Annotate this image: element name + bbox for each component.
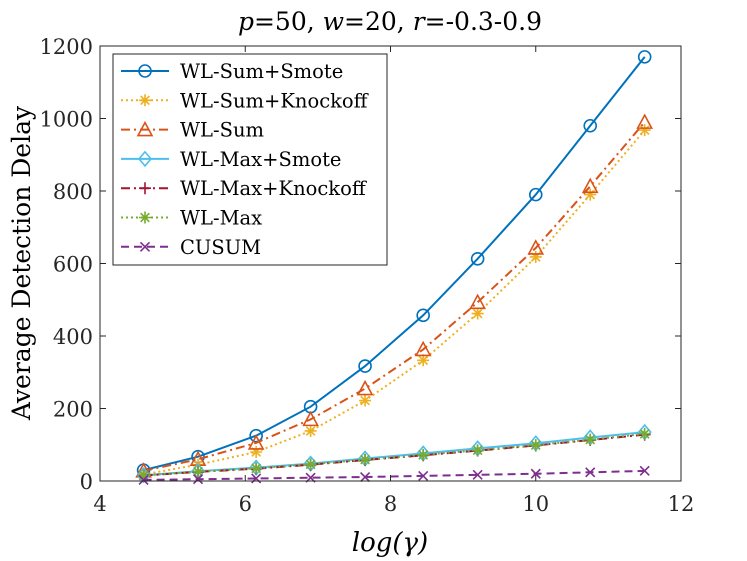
legend-item: WL-Sum+Smote	[121, 60, 343, 83]
data-point	[417, 354, 430, 367]
legend-marker	[139, 94, 151, 107]
data-point	[359, 453, 372, 466]
y-tick-label: 800	[53, 180, 93, 204]
legend: WL-Sum+Smote WL-Sum+Knockoff WL-Sum WL-Max+…	[112, 53, 388, 266]
data-point	[530, 468, 541, 479]
series-cusum	[138, 465, 650, 485]
data-point	[304, 424, 317, 437]
chart-title: p=50, w=20, r=-0.3-0.9	[238, 7, 542, 36]
data-point	[472, 469, 483, 480]
data-point	[302, 410, 319, 427]
legend-item: CUSUM	[121, 236, 261, 259]
data-point	[470, 251, 485, 266]
series-line	[143, 432, 645, 477]
series-wl-max	[137, 427, 651, 482]
legend-label: WL-Max+Knockoff	[180, 177, 368, 200]
legend-label: WL-Sum+Knockoff	[180, 89, 370, 112]
y-tick-label: 1200	[40, 35, 93, 59]
x-tick-label: 12	[668, 492, 695, 516]
data-point	[414, 340, 432, 357]
data-point	[192, 465, 205, 478]
y-tick-label: 1000	[40, 108, 93, 132]
data-point	[249, 428, 263, 443]
data-point	[358, 359, 372, 373]
series-wl-sum	[135, 113, 654, 478]
data-point	[250, 446, 263, 458]
data-point	[581, 177, 599, 194]
data-point	[529, 250, 542, 263]
legend-item: WL-Sum	[121, 119, 264, 142]
y-tick-label: 600	[53, 253, 93, 277]
title-part-4: r	[413, 7, 427, 36]
data-point	[192, 474, 204, 485]
y-tick-label: 400	[53, 325, 93, 349]
data-point	[359, 394, 372, 407]
series-line	[143, 121, 646, 472]
data-point	[638, 427, 651, 440]
legend-label: CUSUM	[180, 236, 261, 259]
title-part-1: =50,	[254, 7, 323, 36]
legend-label: WL-Sum+Smote	[180, 60, 343, 83]
legend-marker	[139, 241, 151, 252]
legend-label: WL-Max	[180, 207, 262, 230]
data-point	[416, 308, 430, 323]
series-wl-sum-smote	[136, 50, 652, 477]
legend-marker	[136, 120, 154, 137]
legend-marker	[138, 64, 152, 78]
title-part-5: =-0.3-0.9	[425, 7, 542, 36]
legend-label: WL-Sum	[180, 119, 264, 142]
series-line	[143, 56, 646, 472]
series-line	[143, 469, 645, 481]
data-point	[529, 439, 542, 452]
x-tick-label: 8	[384, 492, 397, 516]
data-point	[417, 448, 430, 461]
data-point	[584, 433, 597, 446]
title-part-2: w	[323, 7, 344, 36]
data-point	[247, 434, 265, 450]
data-point	[469, 293, 486, 310]
legend-marker	[137, 150, 153, 168]
x-tick-label: 4	[93, 492, 106, 516]
data-point	[418, 470, 429, 481]
title-part-3: =20,	[344, 7, 413, 36]
data-point	[638, 124, 651, 137]
x-tick-label: 10	[522, 492, 549, 516]
legend-marker	[139, 182, 151, 195]
data-point	[471, 444, 484, 457]
data-point	[585, 467, 596, 478]
data-point	[304, 458, 317, 471]
y-tick-label: 0	[80, 470, 93, 494]
data-point	[356, 379, 374, 396]
legend-item: WL-Max	[121, 207, 262, 230]
y-tick-label: 200	[53, 398, 93, 422]
data-point	[584, 188, 597, 201]
data-point	[137, 469, 150, 482]
data-point	[360, 471, 371, 483]
data-point	[250, 462, 263, 475]
data-point	[639, 465, 650, 476]
data-point	[636, 113, 654, 129]
data-point	[527, 239, 545, 255]
data-point	[528, 187, 543, 202]
legend-label: WL-Max+Smote	[180, 148, 341, 171]
legend-marker	[139, 211, 151, 224]
ticks-layer: 4 6 8 10 12 0 200 400 600 800 1000 1200	[40, 35, 695, 516]
x-tick-label: 6	[239, 492, 252, 516]
data-point	[471, 307, 484, 320]
y-axis-label: Average Detection Delay	[7, 105, 36, 421]
legend-item: WL-Sum+Knockoff	[121, 89, 370, 112]
data-point	[637, 50, 652, 64]
data-point	[583, 118, 598, 133]
series-layer	[135, 50, 654, 485]
title-part-0: p	[238, 7, 254, 36]
data-point	[138, 474, 149, 485]
series-line	[143, 129, 646, 476]
legend-item: WL-Max+Smote	[121, 148, 341, 171]
x-axis-label: log(γ)	[352, 528, 428, 558]
legend-item: WL-Max+Knockoff	[121, 177, 368, 200]
data-point	[136, 466, 151, 484]
